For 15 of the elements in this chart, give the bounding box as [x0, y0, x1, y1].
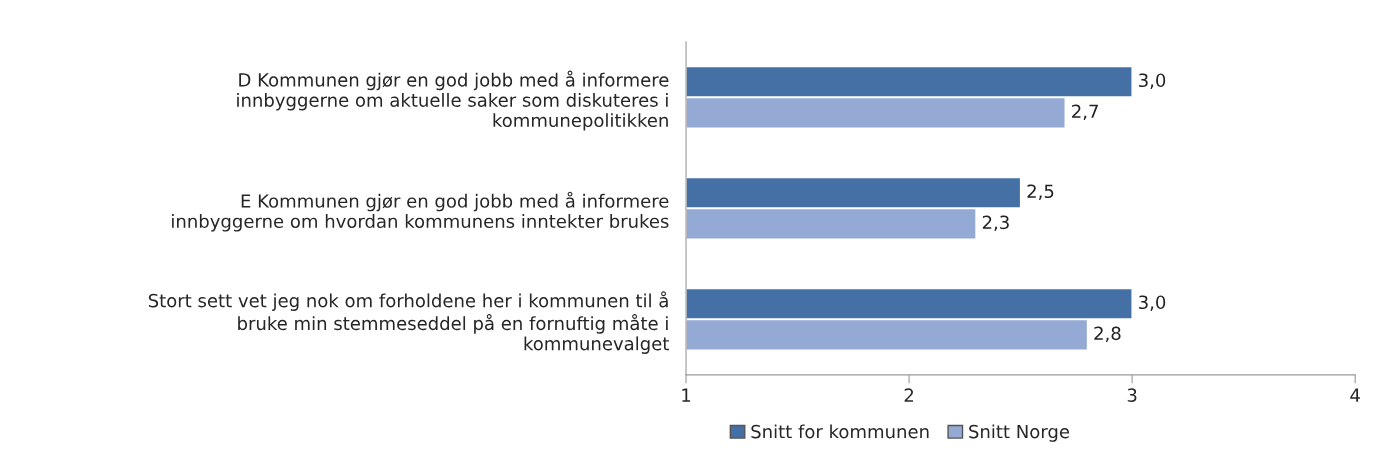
x-tick-label: 3: [1127, 388, 1137, 403]
legend-label: Snitt Norge: [969, 424, 1070, 442]
y-tick-label: Stort sett vet jeg nok om forholdene her i kommunen til å bruke min stemmeseddel på en fornuftig måte i kommunevalget: [148, 291, 669, 354]
data-label: 3,0: [1139, 73, 1166, 89]
x-tick-label: 1: [682, 388, 691, 402]
y-tick-label: E Kommunen gjør en god jobb med å informere innbyggerne om hvordan kommunens inntekter brukes: [172, 191, 669, 232]
legend-label: Snitt for kommunen: [751, 424, 929, 439]
data-label: 3,0: [1139, 295, 1166, 311]
y-tick-label: D Kommunen gjør en god jobb med å informere innbyggerne om aktuelle saker som diskuteres i kommunepolitikken: [237, 70, 669, 131]
x-tick-label: 4: [1350, 388, 1360, 402]
data-label: 2,8: [1094, 326, 1121, 342]
data-label: 2,7: [1072, 104, 1098, 120]
x-tick-label: 2: [904, 388, 914, 402]
data-label: 2,3: [982, 215, 1009, 231]
data-label: 2,5: [1027, 184, 1054, 200]
